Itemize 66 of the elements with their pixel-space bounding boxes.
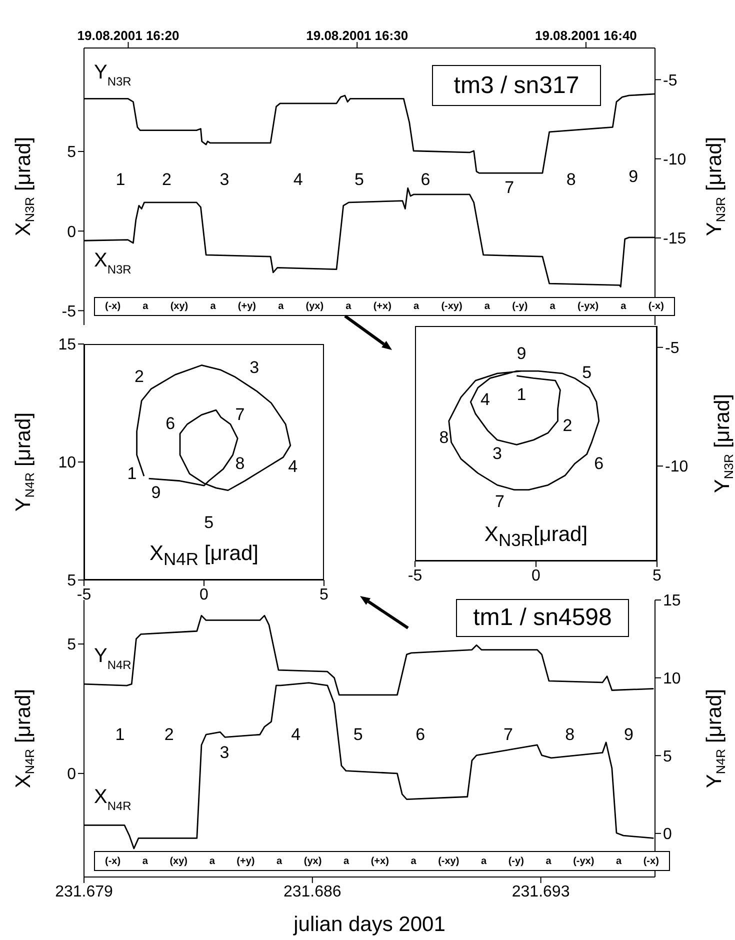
x-tick-label: 231.679: [55, 883, 114, 900]
annotation: 7: [234, 404, 246, 425]
x-axis-title: julian days 2001: [292, 913, 446, 936]
x-tick-label: 19.08.2001 16:30: [306, 28, 408, 43]
annotation: 4: [290, 724, 302, 745]
series-label: X$_{N3R}$: [94, 250, 132, 277]
annotation: 4: [287, 456, 299, 477]
annotation: 3: [218, 742, 230, 763]
annotation: 9: [516, 344, 528, 364]
annotation: 3: [248, 358, 260, 378]
x-tick-label: 231.693: [512, 883, 570, 900]
annotation: 8: [564, 724, 576, 745]
annotation: 7: [504, 178, 516, 198]
y-tick-label: 10: [58, 454, 76, 472]
annotation: 4: [479, 390, 491, 410]
annotation: 2: [163, 724, 175, 745]
annotation: 9: [150, 482, 162, 503]
annotation: 1: [114, 724, 126, 745]
y-tick-label: -5: [62, 303, 76, 320]
x-tick-label: 19.08.2001 16:20: [77, 28, 180, 43]
y-tick-label: 0: [67, 766, 76, 784]
annotation: 6: [420, 170, 432, 190]
y-tick-label: 15: [58, 336, 76, 354]
series-label: Y$_{N3R}$: [94, 62, 132, 89]
y-tick-label: 5: [67, 144, 76, 162]
text: (-x) a (xy) a (+y) a (yx) a (+x) a (-xy) a (-y) a (-yx) a (-x): [105, 301, 664, 312]
annotation: 9: [622, 724, 634, 745]
annotation: 6: [593, 454, 605, 474]
annotation: 3: [492, 444, 503, 464]
annotation: 5: [352, 724, 364, 745]
x-tick-label: 5: [652, 567, 662, 584]
text: tm3 / sn317: [432, 65, 601, 106]
x-tick-label: 0: [532, 567, 541, 584]
annotation: 8: [438, 428, 450, 448]
annotation: 2: [562, 416, 574, 436]
annotation: 8: [565, 170, 577, 190]
chart-title: tm1 / sn4598: [456, 599, 629, 637]
series-label: Y$_{N4R}$: [94, 645, 132, 672]
annotation: 7: [502, 724, 514, 745]
annotation: 4: [292, 170, 304, 190]
annotation: 5: [203, 513, 215, 534]
y-tick-label: 5: [67, 636, 76, 654]
x-tick-label: 5: [320, 586, 329, 604]
annotation: 6: [414, 724, 426, 745]
annotation: 7: [494, 492, 506, 512]
annotation: 5: [353, 170, 365, 190]
annotation: 1: [114, 170, 126, 190]
x-tick-label: 0: [200, 586, 209, 604]
annotation: 1: [126, 464, 138, 484]
x-axis-title: X$_{N4R}$ [μrad]: [148, 542, 260, 570]
x-tick-label: 19.08.2001 16:40: [534, 28, 637, 43]
annotation: 3: [218, 170, 230, 190]
x-tick-label: 231.686: [283, 883, 342, 900]
annotation: 9: [628, 167, 640, 188]
annotation: 1: [516, 384, 528, 405]
y2-tick-label: -15: [663, 230, 686, 248]
annotation: 8: [234, 454, 246, 474]
x-axis-title: X$_{N3R}$[μrad]: [483, 523, 589, 552]
y-tick-label: 0: [67, 224, 76, 241]
series-label: X$_{N4R}$: [94, 786, 132, 814]
annotation: 6: [164, 414, 176, 434]
x-tick-label: -5: [408, 567, 422, 584]
annotation: 2: [161, 170, 173, 190]
annotation: 5: [581, 363, 593, 384]
text: (-x) a (xy) a (+y) a (yx) a (+x) a (-xy) a (-y) a (-yx) a (-x): [105, 856, 659, 866]
annotation: 2: [133, 367, 145, 388]
